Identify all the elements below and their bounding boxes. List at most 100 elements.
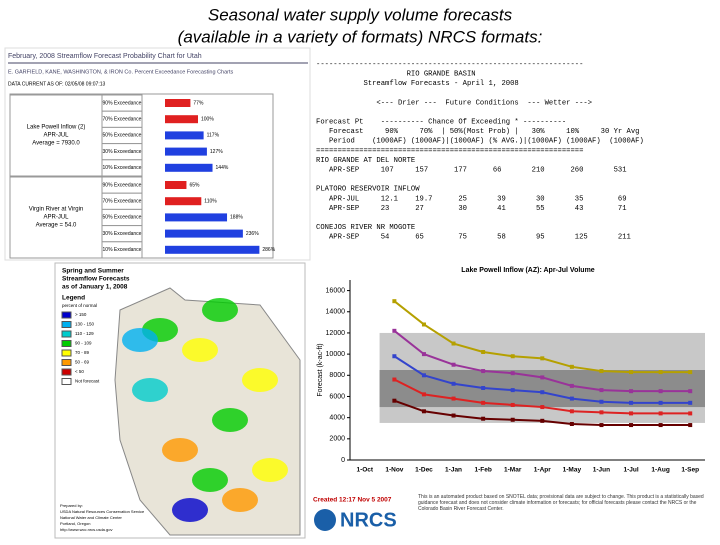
- report-line: CONEJOS RIVER NR MOGOTE: [316, 224, 415, 232]
- forecast-point: [392, 398, 397, 403]
- forecast-point: [658, 370, 663, 375]
- exceed-label: 90% Exceedance: [103, 100, 142, 106]
- forecast-point: [688, 400, 693, 405]
- exceed-bar: [165, 229, 243, 238]
- map-credit: USDA Natural Resources Conservation Serv…: [60, 509, 145, 514]
- legend-swatch: [61, 340, 72, 347]
- forecast-point: [392, 328, 397, 333]
- forecast-point: [629, 400, 634, 405]
- x-tick-label: 1-Aug: [651, 467, 669, 474]
- bar-label: 144%: [216, 165, 229, 171]
- report-line: ----------------------------------------…: [316, 61, 583, 69]
- x-tick-label: 1-Jun: [593, 467, 610, 474]
- y-tick-label: 8000: [329, 372, 345, 379]
- report-line: Forecast 90% 70% | 50%(Most Prob) | 30% …: [316, 128, 640, 136]
- forecast-point: [688, 370, 693, 375]
- exceed-bar: [165, 245, 260, 254]
- exceed-label: 70% Exceedance: [103, 117, 142, 123]
- forecast-point: [688, 423, 693, 428]
- report-line: ========================================…: [316, 147, 583, 155]
- forecast-point: [421, 373, 426, 378]
- bar-label: 236%: [246, 231, 259, 237]
- x-tick-label: 1-May: [563, 467, 582, 474]
- legend-label: > 150: [75, 312, 87, 317]
- exceed-label: 70% Exceedance: [103, 199, 142, 205]
- exceed-bar: [165, 197, 202, 206]
- map-credit: Portland, Oregon: [60, 521, 90, 526]
- forecast-point: [392, 377, 397, 382]
- map-land: [114, 287, 301, 536]
- forecast-point: [510, 388, 515, 393]
- report-line: Period (1000AF) (1000AF)|(1000AF) (% AVG…: [316, 138, 644, 146]
- report-line: APR-SEP 54 65 75 58 95 125 211: [316, 234, 631, 242]
- x-tick-label: 1-Feb: [474, 467, 491, 474]
- group-label: Virgin River at Virgin: [29, 207, 83, 213]
- forecast-point: [451, 362, 456, 367]
- map-region: [192, 468, 228, 492]
- map-region: [252, 458, 288, 482]
- map-region: [182, 338, 218, 362]
- report-line: APR-SEP 107 157 177 66 210 260 531: [316, 167, 627, 175]
- y-tick-label: 16000: [326, 287, 346, 294]
- forecast-point: [481, 369, 486, 374]
- forecast-point: [392, 354, 397, 359]
- forecast-point: [540, 356, 545, 361]
- panel-date: DATA CURRENT AS OF: 02/05/08 09:07:13: [8, 81, 105, 87]
- forecast-point: [421, 352, 426, 357]
- bar-label: 65%: [189, 182, 200, 188]
- forecast-point: [599, 410, 604, 415]
- exceed-bar: [165, 147, 207, 156]
- report-line: PLATORO RESERVOIR INFLOW: [316, 186, 420, 194]
- logo-text: NRCS: [340, 509, 397, 531]
- map-title: as of January 1, 2008: [62, 284, 128, 291]
- forecast-point: [540, 390, 545, 395]
- forecast-point: [451, 381, 456, 386]
- forecast-point: [658, 400, 663, 405]
- legend-subtitle: percent of normal: [62, 303, 97, 308]
- forecast-point: [451, 413, 456, 418]
- legend-swatch: [61, 378, 72, 385]
- exceed-cell: [101, 159, 143, 177]
- x-tick-label: 1-Jan: [445, 467, 462, 474]
- forecast-point: [510, 402, 515, 407]
- report-line: APR-JUL 12.1 19.7 25 39 30 35 69: [316, 195, 627, 203]
- forecast-point: [688, 411, 693, 416]
- legend-label: 130 - 150: [75, 322, 95, 327]
- x-tick-label: 1-Dec: [415, 467, 433, 474]
- forecast-point: [569, 422, 574, 426]
- legend-title: Legend: [62, 295, 85, 302]
- legend-swatch: [61, 330, 72, 338]
- map-credit: National Water and Climate Center: [60, 515, 123, 520]
- disclaimer-box: This is an automated product based on SN…: [418, 494, 704, 512]
- forecast-point: [629, 411, 634, 416]
- exceed-bar: [165, 163, 213, 172]
- x-tick-label: 1-Mar: [504, 467, 522, 474]
- map-region: [172, 498, 208, 522]
- forecast-point: [392, 299, 397, 304]
- bar-label: 117%: [207, 133, 220, 139]
- legend-swatch: [61, 311, 72, 319]
- report-line: Streamflow Forecasts - April 1, 2008: [316, 80, 519, 88]
- legend-swatch: [61, 359, 72, 366]
- exceed-cell: [101, 241, 143, 259]
- panel-title: February, 2008 Streamflow Forecast Proba…: [8, 53, 202, 60]
- report-line: <--- Drier --- Future Conditions --- Wet…: [316, 99, 592, 107]
- bar-label: 110%: [204, 199, 217, 205]
- forecast-point: [599, 423, 604, 428]
- exceed-bar: [165, 181, 187, 189]
- forecast-point: [451, 396, 456, 401]
- forecast-point: [481, 350, 486, 354]
- group-label: APR-JUL: [43, 215, 69, 221]
- forecast-point: [510, 417, 515, 422]
- group-label: APR-JUL: [43, 133, 69, 139]
- legend-swatch: [61, 349, 72, 357]
- forecast-point: [421, 409, 426, 414]
- map-region: [122, 328, 158, 352]
- y-axis-label: Forecast (k-ac-ft): [317, 343, 324, 396]
- x-tick-label: 1-Jul: [623, 467, 638, 474]
- bar-label: 188%: [230, 215, 243, 221]
- forecast-point: [540, 375, 545, 380]
- exceed-label: 50% Exceedance: [103, 215, 142, 221]
- map-region: [202, 298, 238, 322]
- map-credit: Prepared by:: [60, 503, 83, 508]
